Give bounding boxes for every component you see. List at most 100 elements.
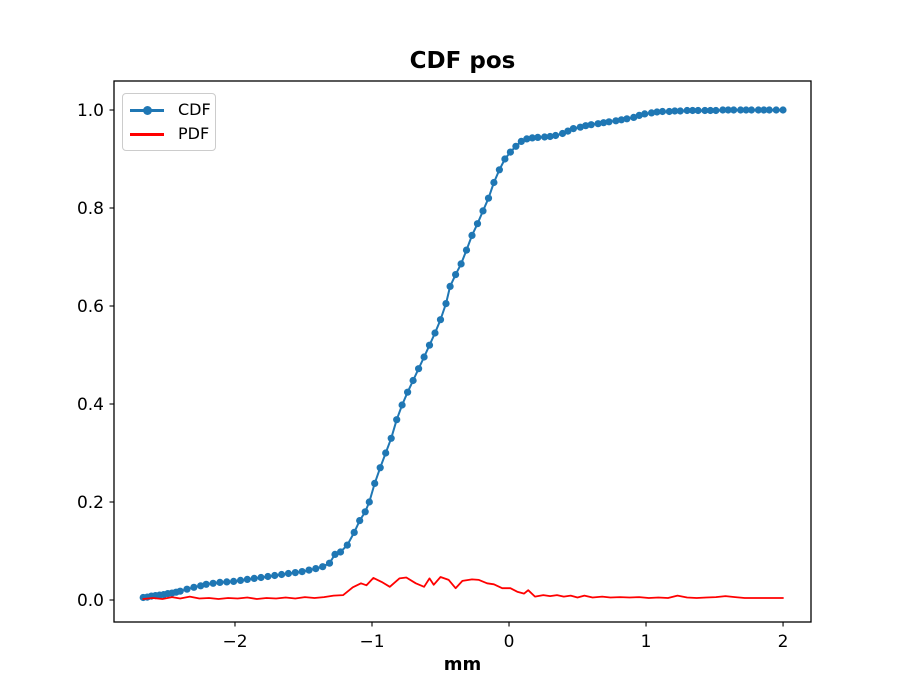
cdf-marker — [506, 148, 514, 156]
cdf-marker — [312, 565, 320, 573]
cdf-marker — [742, 106, 750, 114]
cdf-marker — [647, 109, 656, 117]
cdf-marker — [658, 107, 667, 116]
cdf-marker — [479, 207, 487, 215]
cdf-marker — [558, 129, 567, 138]
cdf-marker — [617, 116, 626, 124]
cdf-marker — [446, 282, 454, 290]
cdf-marker — [587, 121, 595, 129]
cdf-marker — [197, 582, 205, 590]
y-axis-tick-label: 0.8 — [77, 199, 104, 219]
cdf-marker — [425, 341, 434, 349]
cdf-marker — [600, 119, 608, 127]
legend-entry-cdf: CDF — [130, 100, 211, 120]
cdf-marker — [409, 376, 417, 385]
cdf-marker — [230, 577, 238, 586]
cdf-marker — [495, 166, 503, 174]
cdf-marker — [779, 106, 787, 114]
cdf-marker — [706, 106, 715, 115]
cdf-marker — [325, 559, 334, 567]
cdf-marker — [442, 300, 450, 308]
cdf-marker — [190, 583, 198, 591]
cdf-marker — [701, 106, 709, 115]
cdf-marker — [420, 353, 428, 361]
cdf-marker — [552, 131, 560, 140]
cdf-marker — [760, 106, 768, 114]
cdf-marker — [305, 566, 313, 574]
x-axis-tick-label: 1 — [641, 632, 652, 652]
cdf-marker — [331, 550, 339, 559]
cdf-marker — [582, 122, 590, 130]
cdf-marker — [404, 388, 412, 396]
cdf-marker — [415, 365, 423, 373]
cdf-marker — [671, 107, 679, 115]
cdf-marker — [623, 115, 631, 123]
x-axis-tick-label: 0 — [504, 632, 515, 652]
x-axis-tick-label: −2 — [222, 632, 247, 652]
cdf-marker — [501, 155, 509, 163]
cdf-marker — [387, 434, 395, 442]
cdf-marker — [356, 517, 364, 525]
cdf-marker — [176, 587, 184, 595]
cdf-marker — [183, 585, 191, 593]
cdf-marker — [484, 194, 493, 202]
cdf-marker — [298, 568, 306, 576]
pdf-line-swatch — [130, 124, 164, 144]
legend-label-cdf: CDF — [178, 100, 211, 119]
cdf-marker — [490, 178, 498, 187]
cdf-marker — [569, 125, 578, 133]
cdf-marker — [765, 106, 773, 114]
cdf-marker — [641, 110, 649, 118]
cdf-marker — [284, 569, 292, 578]
cdf-marker — [737, 106, 745, 114]
cdf-marker — [612, 117, 620, 125]
cdf-marker — [719, 106, 727, 114]
cdf-marker — [216, 578, 224, 587]
cdf-marker — [468, 231, 476, 239]
cdf-marker — [398, 401, 406, 409]
cdf-marker — [730, 106, 738, 114]
cdf-marker — [724, 106, 732, 114]
cdf-marker — [676, 107, 684, 115]
cdf-marker — [576, 123, 584, 131]
cdf-marker — [243, 575, 251, 584]
cdf-marker — [271, 571, 279, 580]
cdf-marker — [436, 316, 445, 324]
cdf-marker — [528, 134, 536, 142]
cdf-marker — [772, 106, 780, 114]
cdf-marker — [202, 580, 210, 588]
legend-label-pdf: PDF — [178, 124, 210, 143]
cdf-marker — [371, 479, 379, 487]
cdf-marker — [665, 107, 673, 116]
y-axis-tick-label: 0.4 — [77, 395, 104, 415]
cdf-marker — [257, 573, 265, 582]
pdf-line — [142, 576, 784, 600]
cdf-marker — [452, 271, 460, 279]
cdf-marker — [512, 142, 520, 150]
cdf-marker — [236, 576, 245, 585]
cdf-line — [142, 109, 784, 599]
x-axis-tick-label: −1 — [359, 632, 384, 652]
cdf-marker — [653, 108, 661, 116]
cdf-marker — [594, 120, 602, 128]
cdf-marker — [564, 127, 572, 135]
cdf-marker — [517, 137, 525, 145]
cdf-marker — [393, 416, 401, 424]
plot-border — [113, 80, 812, 623]
cdf-marker — [457, 260, 465, 268]
cdf-marker — [694, 106, 702, 115]
cdf-marker — [264, 572, 272, 581]
cdf-marker — [278, 570, 286, 579]
cdf-marker — [209, 579, 217, 587]
cdf-marker — [712, 106, 720, 115]
cdf-marker — [336, 548, 345, 556]
cdf-marker — [376, 464, 384, 472]
cdf-marker — [361, 508, 369, 516]
cdf-marker — [291, 569, 299, 577]
y-axis-tick-label: 0.6 — [77, 297, 104, 317]
cdf-line-marker-swatch — [130, 100, 164, 120]
cdf-marker — [747, 106, 756, 114]
x-axis-label: mm — [443, 654, 482, 675]
legend-entry-pdf: PDF — [130, 124, 210, 144]
